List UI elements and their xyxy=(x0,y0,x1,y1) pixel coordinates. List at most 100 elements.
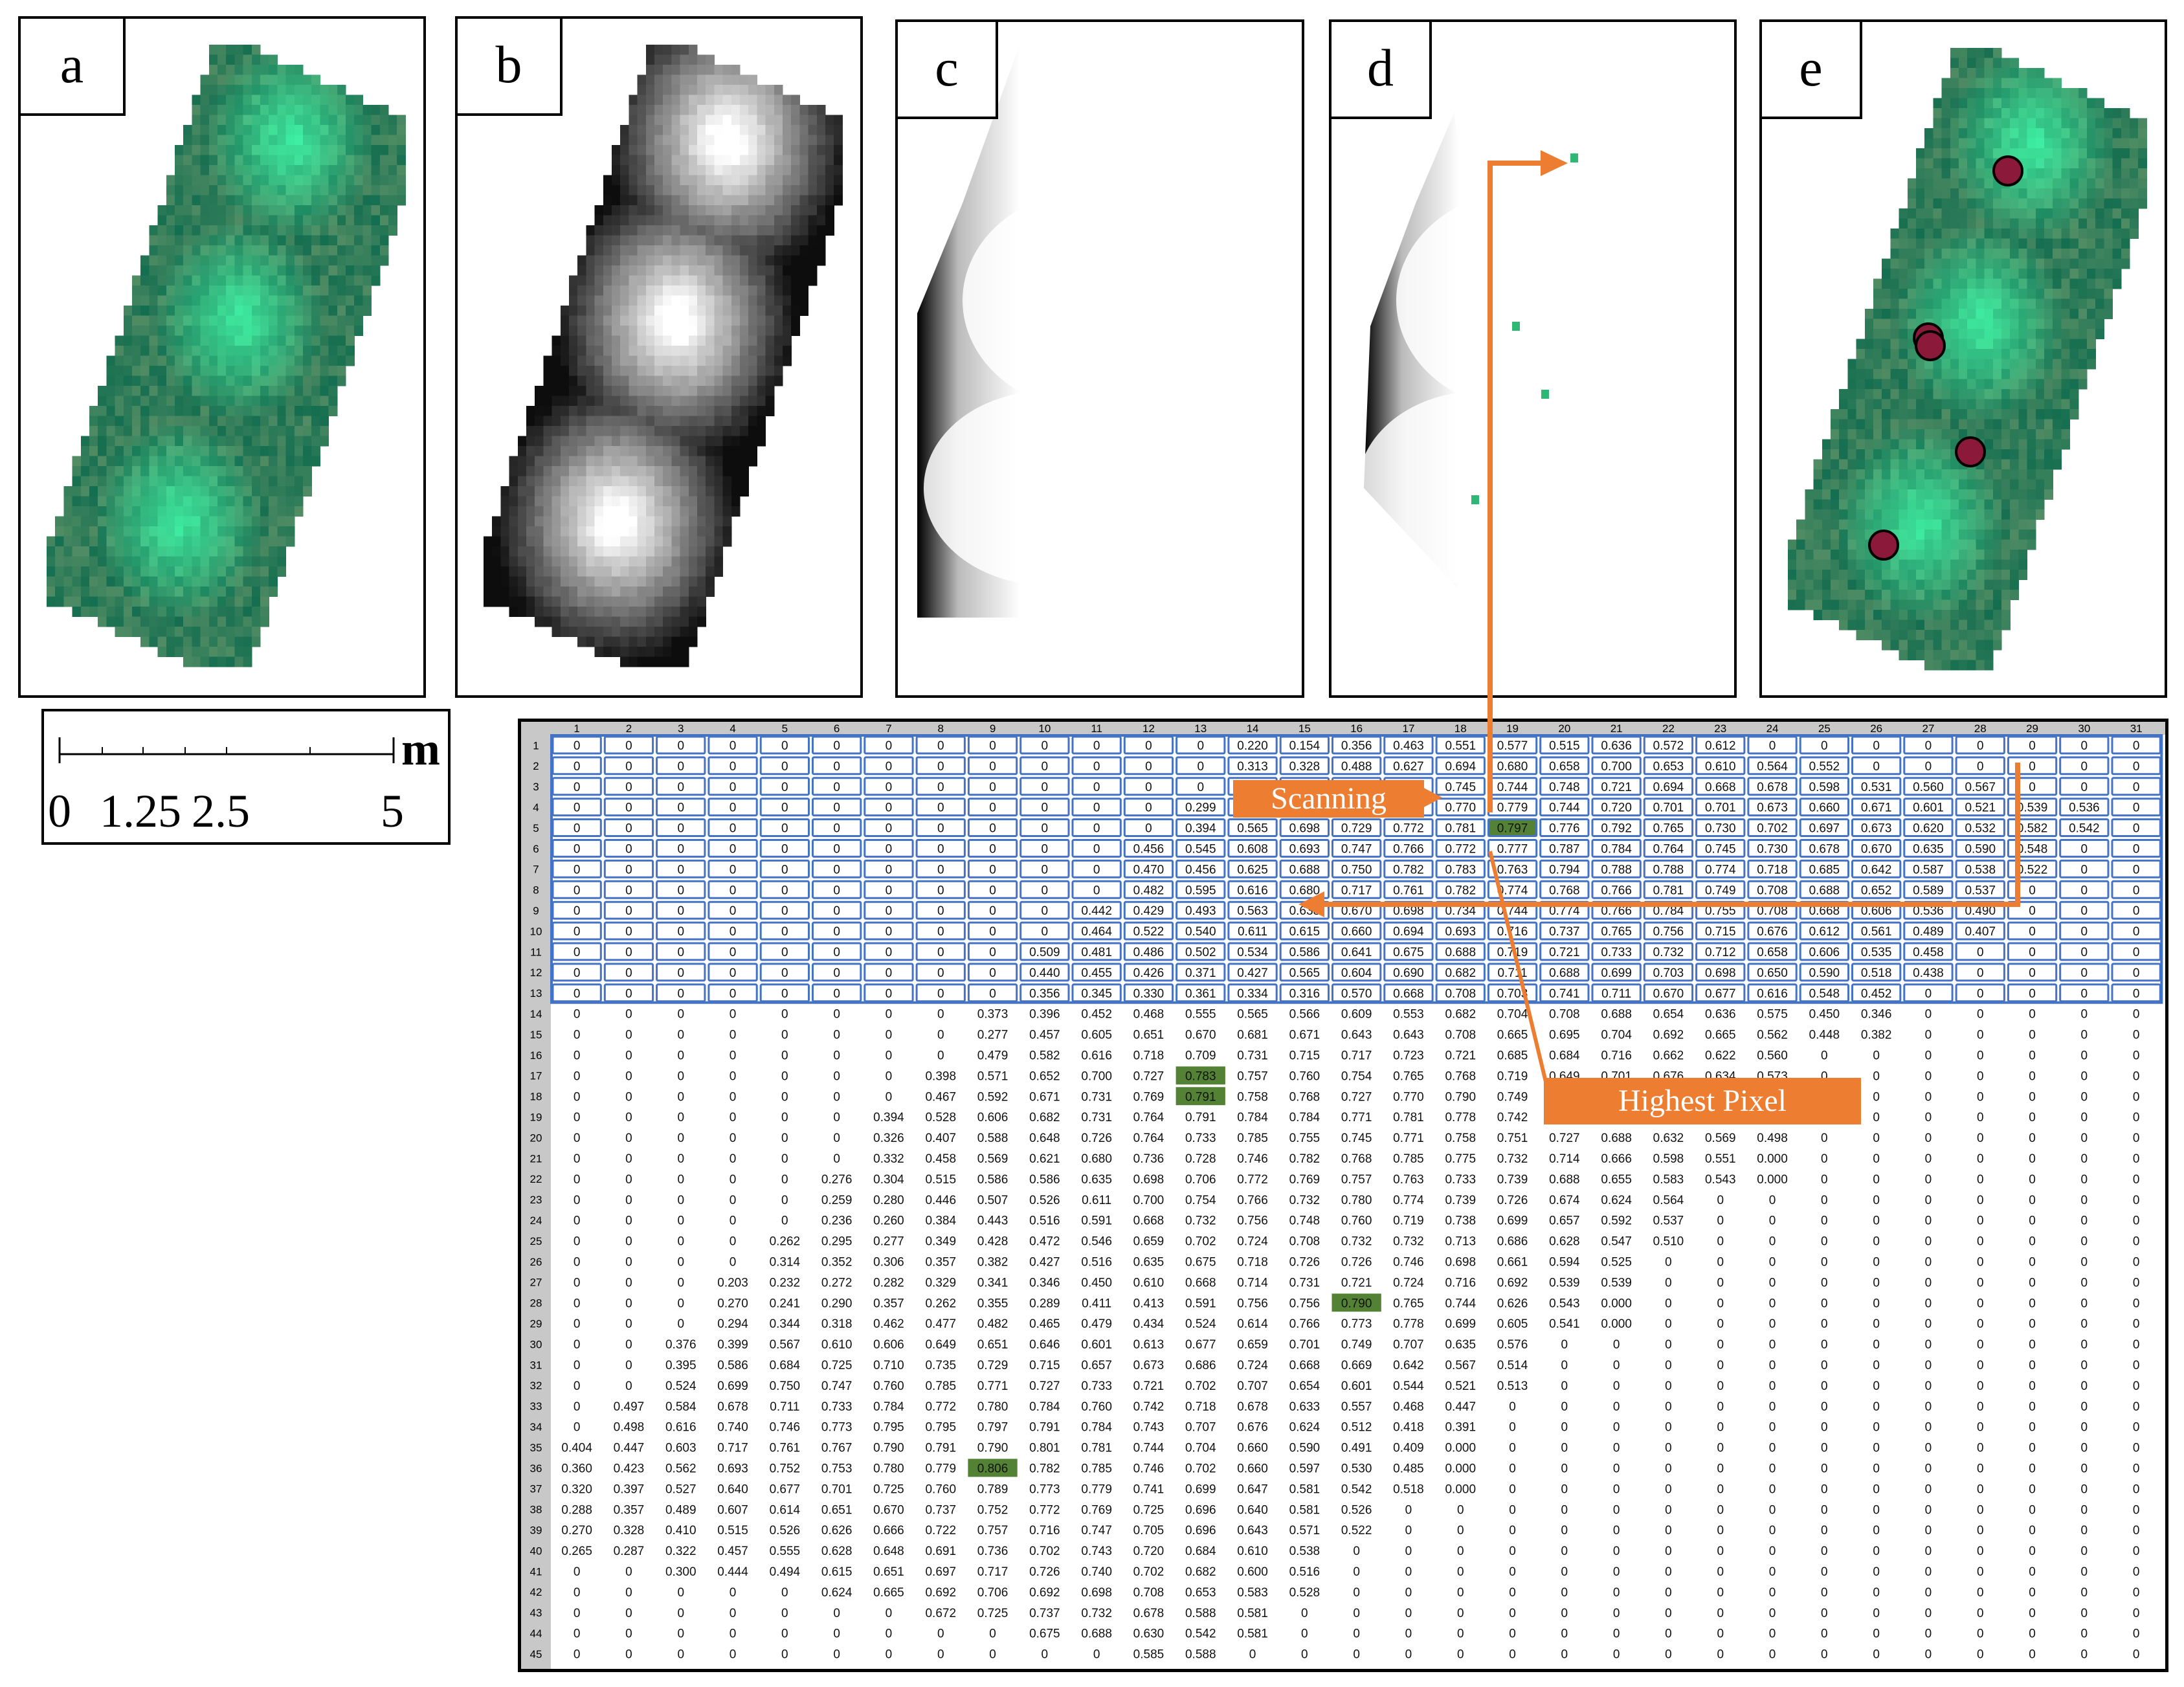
pixel xyxy=(654,516,663,527)
pixel xyxy=(629,265,638,276)
pixel xyxy=(731,95,741,106)
pixel xyxy=(2112,128,2122,139)
pixel-value: 0 xyxy=(2081,781,2088,794)
pixel xyxy=(637,115,647,126)
pixel xyxy=(354,115,363,126)
pixel xyxy=(320,436,329,447)
pixel xyxy=(2104,158,2113,169)
pixel xyxy=(243,576,252,587)
pixel xyxy=(132,416,141,427)
pixel xyxy=(774,125,783,136)
pixel xyxy=(1976,509,1985,520)
pixel xyxy=(2027,419,2036,430)
pixel xyxy=(311,446,320,457)
pixel xyxy=(748,235,757,246)
pixel xyxy=(234,436,244,447)
pixel xyxy=(808,145,818,156)
pixel xyxy=(663,165,672,176)
pixel-value: 0.488 xyxy=(1341,760,1372,774)
pixel xyxy=(1959,530,1968,541)
pixel xyxy=(89,607,98,618)
pixel xyxy=(200,74,210,85)
pixel xyxy=(2138,158,2147,169)
pixel xyxy=(234,326,244,337)
pixel xyxy=(1984,590,1994,601)
pixel xyxy=(234,335,244,346)
pixel xyxy=(251,486,261,497)
pixel xyxy=(234,536,244,547)
pixel xyxy=(328,105,338,116)
pixel xyxy=(1839,479,1848,490)
pixel xyxy=(132,576,141,587)
pixel xyxy=(2078,188,2088,199)
pixel xyxy=(2035,318,2045,330)
pixel xyxy=(688,315,698,326)
pixel xyxy=(234,406,244,417)
pixel xyxy=(175,145,184,156)
pixel xyxy=(1933,509,1943,520)
pixel xyxy=(260,255,269,266)
pixel xyxy=(629,185,638,196)
pixel xyxy=(157,215,167,226)
pixel xyxy=(484,536,493,547)
pixel xyxy=(1831,590,1840,601)
pixel xyxy=(594,315,604,326)
pixel xyxy=(1967,359,1976,370)
pixel xyxy=(740,446,749,457)
pixel xyxy=(303,115,312,126)
pixel xyxy=(260,366,269,377)
pixel xyxy=(226,295,235,306)
pixel xyxy=(1992,579,2002,590)
pixel xyxy=(688,185,698,196)
pixel xyxy=(234,185,244,196)
pixel xyxy=(123,566,133,577)
pixel xyxy=(311,205,320,216)
pixel xyxy=(1950,168,1959,179)
pixel xyxy=(243,45,252,56)
pixel xyxy=(1907,499,1917,510)
pixel xyxy=(680,165,689,176)
pixel-value: 0 xyxy=(677,884,684,897)
pixel xyxy=(2112,168,2122,179)
pixel xyxy=(629,105,638,116)
pixel xyxy=(663,616,672,627)
pixel xyxy=(654,466,663,477)
pixel xyxy=(2035,148,2045,159)
pixel xyxy=(55,536,64,547)
pixel xyxy=(757,315,766,326)
pixel xyxy=(586,275,596,286)
pixel xyxy=(1992,599,2002,610)
pixel xyxy=(706,125,715,136)
pixel xyxy=(594,426,604,437)
pixel xyxy=(500,587,510,598)
pixel-value: 0 xyxy=(730,801,737,815)
pixel xyxy=(740,245,749,256)
pixel xyxy=(1882,298,1891,309)
pixel xyxy=(612,225,621,236)
pixel xyxy=(791,225,800,236)
pixel xyxy=(731,155,741,166)
pixel xyxy=(183,315,192,326)
pixel xyxy=(612,596,621,607)
pixel xyxy=(1907,198,1917,209)
pixel xyxy=(2095,269,2104,280)
pixel xyxy=(251,245,261,256)
pixel xyxy=(714,115,724,126)
pixel xyxy=(2018,78,2028,89)
pixel xyxy=(1882,339,1891,350)
pixel xyxy=(1864,559,1874,570)
pixel xyxy=(1924,620,1933,631)
pixel xyxy=(1916,168,1925,179)
pixel xyxy=(1831,550,1840,561)
pixel xyxy=(140,616,150,627)
pixel xyxy=(379,165,389,176)
pixel xyxy=(371,125,381,136)
pixel xyxy=(1992,550,2002,561)
pixel xyxy=(680,185,689,196)
pixel xyxy=(612,195,621,206)
pixel xyxy=(243,185,252,196)
pixel xyxy=(1839,620,1848,631)
pixel xyxy=(1839,519,1848,530)
pixel xyxy=(2121,238,2130,249)
pixel xyxy=(243,375,252,386)
